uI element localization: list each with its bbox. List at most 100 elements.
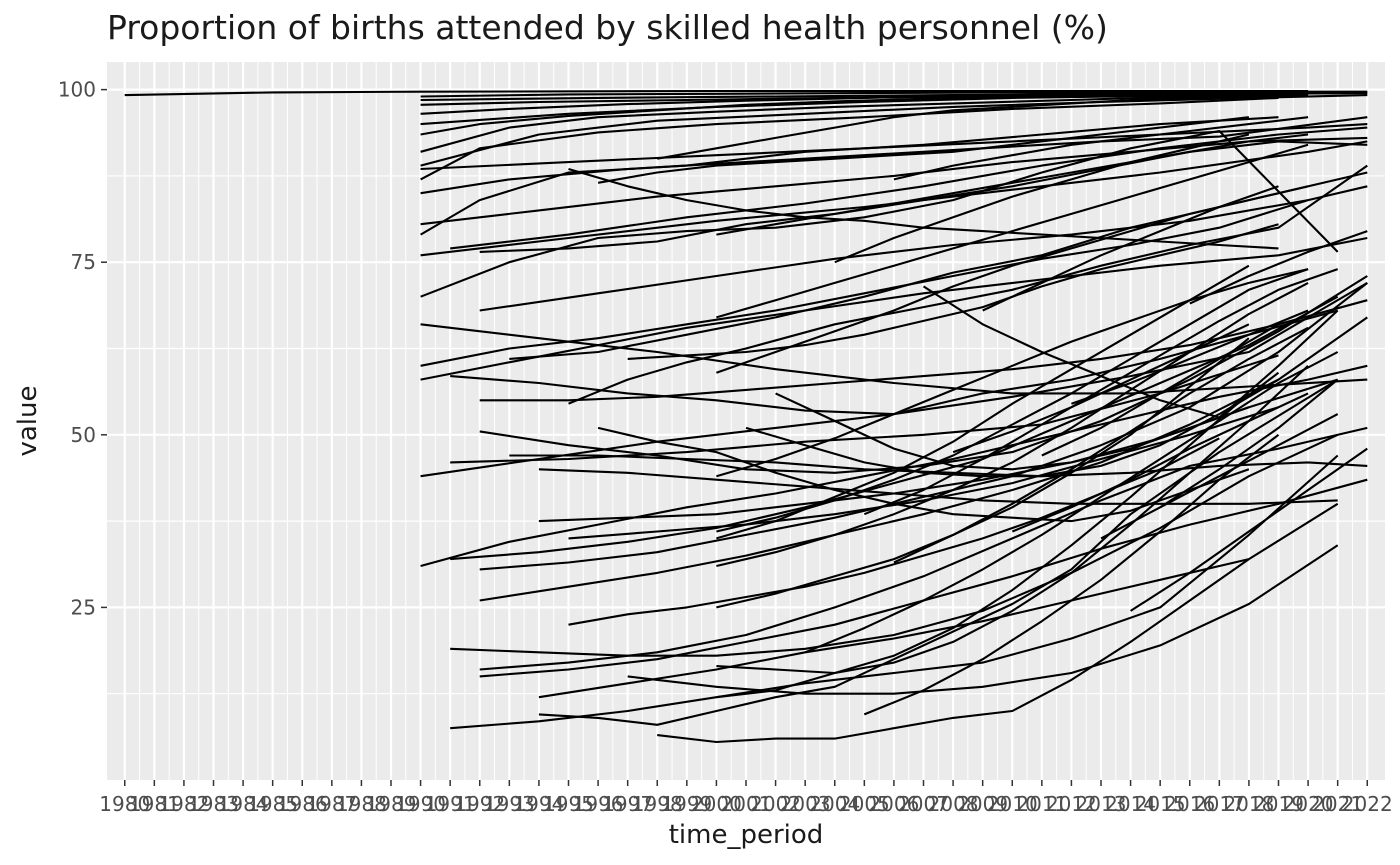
x-tick-label: 2004 <box>809 792 860 816</box>
x-tick-label: 2001 <box>721 792 772 816</box>
x-tick-label: 2009 <box>957 792 1008 816</box>
series-line <box>420 96 1279 181</box>
x-tick-label: 2003 <box>780 792 831 816</box>
x-tick-label: 1992 <box>454 792 505 816</box>
series-line <box>420 323 1368 395</box>
series-line <box>657 558 1250 744</box>
series-line <box>479 185 1368 312</box>
x-tick-label: 1993 <box>484 792 535 816</box>
y-tick-label: 50 <box>71 423 96 447</box>
x-tick-label: 1998 <box>632 792 683 816</box>
x-tick-label: 1997 <box>602 792 653 816</box>
x-tick-label: 1999 <box>661 792 712 816</box>
series-line <box>420 93 1309 153</box>
x-tick-label: 2011 <box>1016 792 1067 816</box>
series-line <box>1100 413 1339 540</box>
x-tick-label: 2002 <box>750 792 801 816</box>
series-line <box>450 295 1339 561</box>
chart-title: Proportion of births attended by skilled… <box>107 8 1108 47</box>
series-line <box>450 126 1368 250</box>
series-line <box>716 185 1309 374</box>
x-tick-label: 1994 <box>513 792 564 816</box>
x-tick-label: 1989 <box>366 792 417 816</box>
x-tick-label: 2015 <box>1135 792 1186 816</box>
x-tick-label: 2016 <box>1164 792 1215 816</box>
x-tick-label: 1980 <box>99 792 150 816</box>
x-axis: 1980198119821983198419851986198719881989… <box>99 780 1393 816</box>
series-line <box>509 454 1368 478</box>
series-line <box>893 116 1309 181</box>
x-tick-label: 1988 <box>336 792 387 816</box>
series-line <box>538 378 1339 726</box>
x-tick-label: 2017 <box>1194 792 1245 816</box>
x-tick-label: 2020 <box>1283 792 1334 816</box>
series-line <box>597 426 1250 523</box>
series-line <box>420 92 1309 136</box>
x-tick-label: 1987 <box>306 792 357 816</box>
series-lines <box>124 89 1368 744</box>
x-tick-label: 2019 <box>1253 792 1304 816</box>
series-line <box>1041 323 1280 457</box>
series-line <box>804 351 1339 654</box>
series-line <box>982 185 1279 312</box>
series-line <box>420 129 1339 298</box>
series-line <box>893 326 1309 564</box>
series-line <box>420 199 1309 367</box>
series-line <box>716 392 1250 699</box>
series-line <box>1189 230 1368 305</box>
y-axis-label: value <box>13 385 43 456</box>
series-line <box>420 116 1279 236</box>
series-line <box>657 94 1309 160</box>
y-tick-label: 75 <box>71 250 96 274</box>
x-tick-label: 2006 <box>868 792 919 816</box>
series-line <box>568 406 1279 540</box>
y-axis: 25 50 75 100 <box>58 78 107 619</box>
series-line <box>420 364 1368 568</box>
series-line <box>420 94 1368 167</box>
x-tick-label: 2007 <box>898 792 949 816</box>
series-line <box>420 136 1368 226</box>
series-line <box>1071 309 1309 405</box>
series-line <box>538 502 1339 699</box>
x-tick-label: 2010 <box>987 792 1038 816</box>
x-tick-label: 2005 <box>839 792 890 816</box>
series-line <box>627 544 1339 695</box>
series-line <box>716 264 1250 540</box>
y-tick-label: 100 <box>58 78 96 102</box>
series-line <box>1011 392 1309 533</box>
x-tick-label: 1983 <box>188 792 239 816</box>
series-line <box>450 354 1279 464</box>
series-line <box>1130 447 1368 612</box>
x-tick-label: 1981 <box>129 792 180 816</box>
series-line <box>597 116 1250 184</box>
x-tick-label: 1990 <box>395 792 446 816</box>
x-tick-label: 1982 <box>158 792 209 816</box>
series-line <box>863 433 1280 716</box>
series-line <box>716 281 1309 568</box>
x-tick-label: 2013 <box>1076 792 1127 816</box>
series-line <box>716 143 1309 319</box>
series-line <box>420 90 1368 98</box>
series-line <box>863 268 1339 516</box>
x-tick-label: 2012 <box>1046 792 1097 816</box>
series-line <box>124 89 1309 97</box>
x-tick-label: 1996 <box>573 792 624 816</box>
x-tick-label: 2008 <box>928 792 979 816</box>
x-tick-label: 2022 <box>1342 792 1393 816</box>
series-line <box>1159 378 1339 509</box>
series-line <box>450 454 1339 730</box>
x-tick-label: 1985 <box>247 792 298 816</box>
series-line <box>479 316 1368 602</box>
series-line <box>1218 309 1339 419</box>
y-tick-label: 25 <box>71 595 96 619</box>
x-tick-label: 1984 <box>218 792 269 816</box>
series-line <box>716 133 1309 236</box>
x-tick-label: 1991 <box>425 792 476 816</box>
series-line <box>745 378 1280 478</box>
x-tick-label: 2021 <box>1312 792 1363 816</box>
series-line <box>479 426 1368 671</box>
x-tick-label: 1986 <box>277 792 328 816</box>
series-line <box>420 236 1368 381</box>
series-line <box>627 223 1279 360</box>
